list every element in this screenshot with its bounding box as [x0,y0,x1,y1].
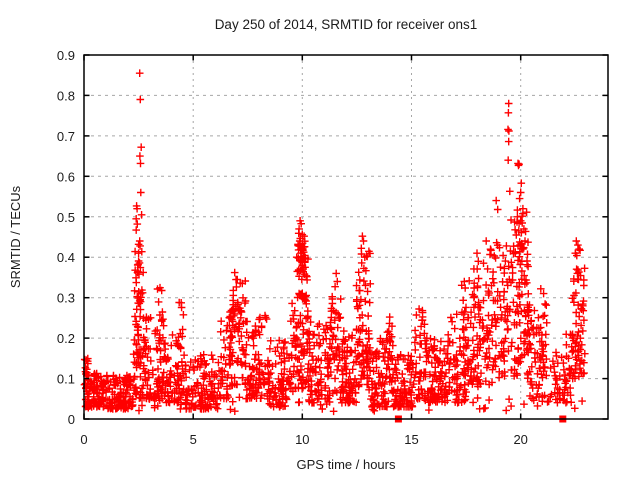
y-tick-label: 0.5 [57,210,75,225]
y-tick-label: 0 [68,412,75,427]
x-tick-label: 10 [295,432,309,447]
srmtid-plus-markers [80,69,589,416]
y-tick-label: 0.2 [57,331,75,346]
y-tick-label: 0.4 [57,250,75,265]
x-axis-label: GPS time / hours [297,457,396,472]
scatter-points [80,69,589,416]
tick-labels: 0 0.1 0.2 0.3 0.4 0.5 0.6 0.7 0.8 0.9 0 5 10 15 20 [57,48,528,447]
axis-ticks [83,54,608,420]
y-axis-label: SRMTID / TECUs [8,185,23,288]
chart-title: Day 250 of 2014, SRMTID for receiver ons… [215,17,478,32]
y-tick-label: 0.1 [57,372,75,387]
y-tick-label: 0.9 [57,48,75,63]
y-tick-label: 0.7 [57,129,75,144]
x-tick-label: 0 [80,432,87,447]
x-tick-label: 5 [190,432,197,447]
x-tick-label: 20 [513,432,527,447]
y-tick-label: 0.3 [57,291,75,306]
y-tick-label: 0.8 [57,88,75,103]
x-tick-label: 15 [404,432,418,447]
y-tick-label: 0.6 [57,169,75,184]
plot-border [83,54,609,420]
